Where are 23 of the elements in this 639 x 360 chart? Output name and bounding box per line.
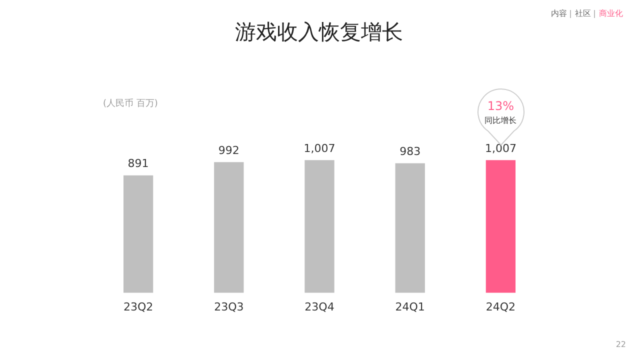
bar [486,160,516,293]
text: 同比增长 [484,115,517,126]
text: 商业化 [599,8,623,19]
text: 13% [487,99,514,113]
data-label: 992 [218,144,240,157]
x-tick-label: 23Q2 [123,300,154,314]
data-label: 891 [128,157,149,170]
bar [214,162,244,293]
text: (人民币 百万) [103,98,158,110]
bar [123,175,154,293]
x-tick-label: 23Q3 [214,300,244,314]
text: 社区 [575,8,591,19]
text: 22 [616,340,626,349]
text: 内容 [551,8,567,19]
chart-title: 游戏收入恢复增长 [235,19,403,46]
x-tick-label: 24Q1 [395,300,425,314]
x-tick-label: 24Q2 [486,300,516,314]
bar [304,160,334,293]
data-label: 1,007 [304,142,336,155]
data-label: 983 [400,144,421,158]
x-tick-label: 23Q4 [304,300,334,314]
bar [395,163,425,293]
data-label: 1,007 [484,142,516,155]
